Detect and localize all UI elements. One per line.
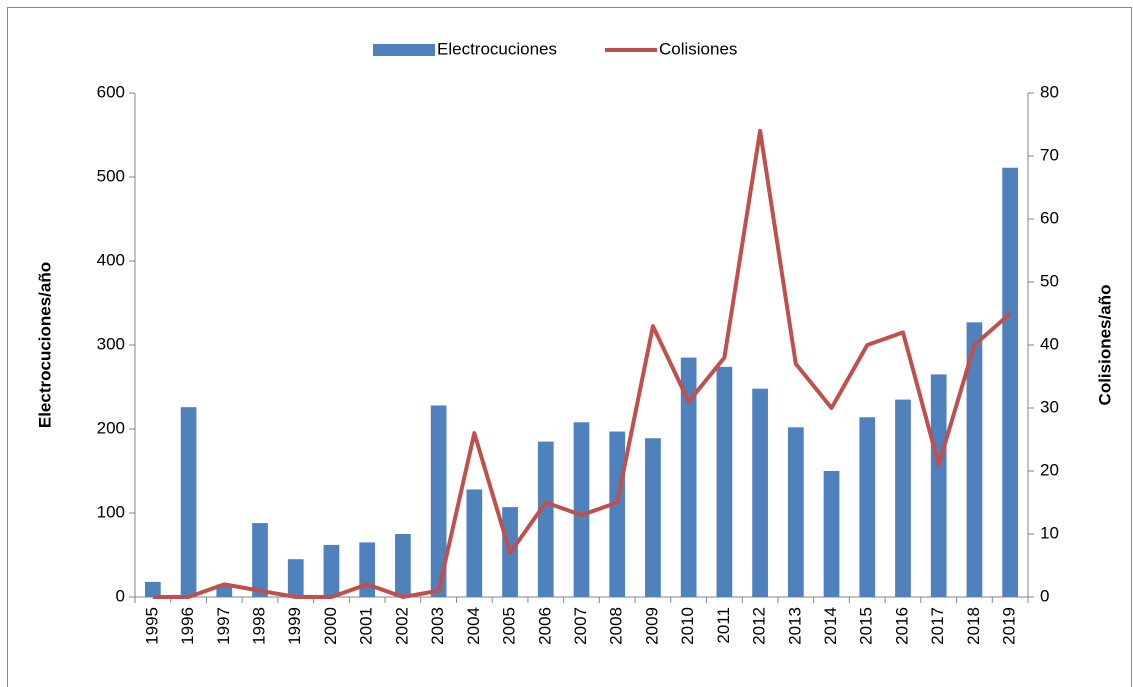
x-tick-label: 2016 xyxy=(892,607,911,645)
x-tick-label: 2002 xyxy=(392,607,411,645)
y-tick-label: 200 xyxy=(97,418,125,437)
x-tick-label: 2009 xyxy=(642,607,661,645)
x-tick-label: 2011 xyxy=(714,607,733,644)
y2-tick-label: 70 xyxy=(1040,145,1059,164)
bar xyxy=(252,523,268,597)
y2-tick-label: 0 xyxy=(1040,586,1049,605)
x-tick-label: 1996 xyxy=(178,607,197,645)
bar xyxy=(573,422,590,597)
y-tick-label: 600 xyxy=(97,82,125,101)
bar xyxy=(787,427,804,597)
bar xyxy=(823,471,840,597)
x-tick-label: 1997 xyxy=(214,607,233,645)
x-tick-label: 2007 xyxy=(571,607,590,645)
bar xyxy=(645,438,661,597)
x-tick-label: 2006 xyxy=(535,607,554,645)
x-tick-label: 1998 xyxy=(250,607,269,645)
y2-tick-label: 30 xyxy=(1040,397,1059,416)
x-tick-label: 2010 xyxy=(678,607,697,645)
x-tick-label: 2005 xyxy=(500,607,519,645)
bar xyxy=(359,542,376,597)
chart-border xyxy=(7,7,1132,687)
x-tick-label: 2000 xyxy=(321,607,340,645)
y-axis-title: Electrocuciones/año xyxy=(35,262,54,428)
y2-axis-title: Colisiones/año xyxy=(1095,285,1114,406)
y-tick-label: 400 xyxy=(97,250,125,269)
x-tick-label: 2012 xyxy=(750,607,769,645)
bar xyxy=(145,581,161,597)
bar xyxy=(859,417,876,597)
y2-tick-label: 20 xyxy=(1040,460,1059,479)
bar xyxy=(395,534,411,597)
x-tick-label: 2018 xyxy=(964,607,983,645)
line xyxy=(152,128,1012,599)
bar xyxy=(716,366,733,597)
x-tick-label: 2008 xyxy=(607,607,626,645)
x-tick-label: 2001 xyxy=(357,607,376,645)
bar xyxy=(680,357,697,597)
x-tick-label: 2013 xyxy=(785,607,804,645)
x-tick-label: 2015 xyxy=(857,607,876,645)
x-tick-label: 2004 xyxy=(464,607,483,645)
bar xyxy=(966,322,983,597)
bar xyxy=(180,407,197,597)
x-tick-label: 2003 xyxy=(428,607,447,645)
x-tick-label: 2017 xyxy=(928,607,947,645)
x-tick-label: 1995 xyxy=(142,607,161,645)
y-tick-label: 500 xyxy=(97,166,125,185)
x-tick-label: 1999 xyxy=(285,607,304,645)
y-tick-label: 100 xyxy=(97,502,125,521)
legend-label: Electrocuciones xyxy=(437,39,557,58)
bar xyxy=(430,405,447,597)
y2-tick-label: 10 xyxy=(1040,523,1059,542)
bar xyxy=(537,441,554,597)
y2-tick-label: 40 xyxy=(1040,334,1059,353)
bar xyxy=(287,559,304,597)
y2-tick-label: 50 xyxy=(1040,271,1059,290)
bar xyxy=(466,489,483,597)
bar xyxy=(609,431,626,597)
x-tick-label: 2019 xyxy=(1000,607,1019,645)
bar xyxy=(752,388,768,597)
legend-label: Colisiones xyxy=(659,39,737,58)
y2-tick-label: 60 xyxy=(1040,208,1059,227)
y2-tick-label: 80 xyxy=(1040,82,1059,101)
y-tick-label: 300 xyxy=(97,334,125,353)
legend-swatch xyxy=(373,44,435,56)
y-tick-label: 0 xyxy=(116,586,125,605)
bar xyxy=(895,399,911,597)
x-tick-label: 2014 xyxy=(821,607,840,645)
bar xyxy=(323,544,340,597)
bar xyxy=(930,374,947,597)
bar xyxy=(1002,167,1018,597)
